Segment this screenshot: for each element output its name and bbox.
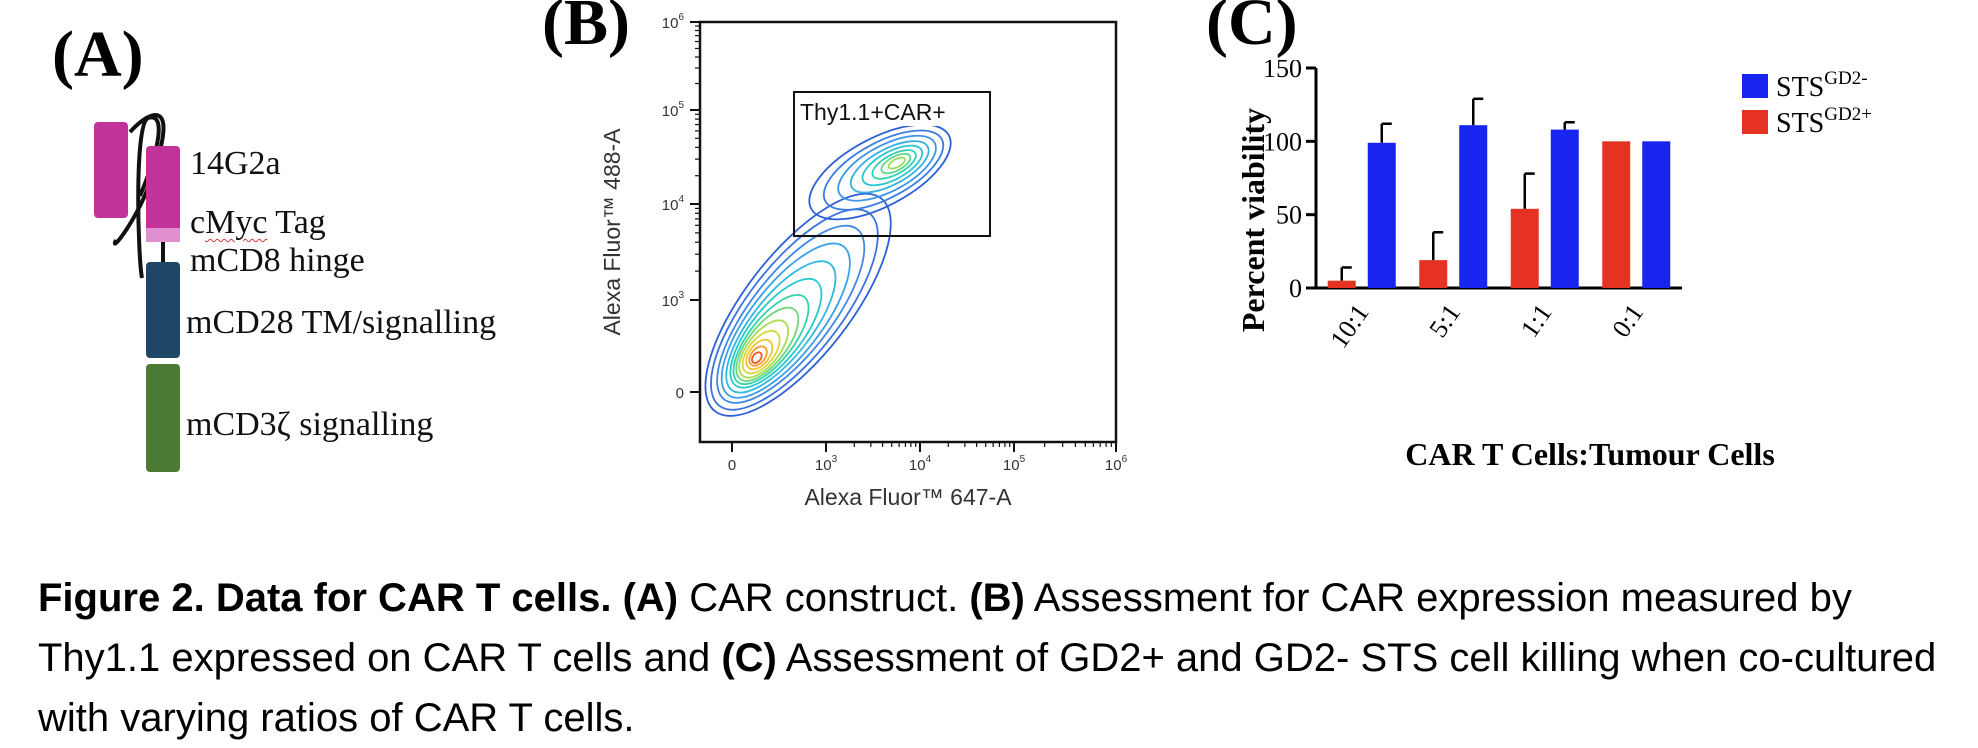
figure-caption: Figure 2. Data for CAR T cells. (A) CAR … [38, 568, 1958, 748]
contour-ring [849, 140, 930, 194]
contour-ring [822, 129, 945, 211]
myc-tag-block [146, 228, 180, 242]
contour-ring [887, 156, 906, 170]
panel-c-letter: (C) [1206, 0, 1298, 59]
panel-b-letter: (B) [542, 0, 630, 59]
tm-block [146, 262, 180, 358]
contour-ring [808, 123, 952, 221]
x-tick-label: 10:1 [1324, 299, 1374, 354]
caption-figure-title: Figure 2. Data for CAR T cells. [38, 576, 612, 620]
cd3-block [146, 364, 180, 472]
x-tick-label: 0 [728, 457, 736, 474]
caption-a-label: (A) [622, 576, 679, 620]
y-tick-label: 0 [1289, 274, 1302, 303]
y-axis-label: Alexa Fluor™ 488-A [599, 128, 625, 336]
y-tick-label: 104 [662, 194, 685, 214]
label-cd3-signalling: mCD3ζ signalling [186, 406, 434, 443]
contour-ring [871, 149, 917, 180]
caption-b-label: (B) [969, 576, 1025, 620]
scfv-vl-block [146, 146, 180, 236]
y-tick-label: 103 [662, 290, 685, 310]
x-tick-label: 105 [1003, 454, 1026, 474]
y-tick-label: 50 [1276, 201, 1302, 230]
label-myc-suffix: Tag [267, 204, 326, 241]
contour-ring [735, 306, 800, 382]
panel-a-letter: (A) [52, 18, 144, 91]
hinge-line [161, 242, 165, 262]
bar-GD2pos-3 [1602, 141, 1631, 288]
bar-GD2pos-0 [1327, 280, 1356, 288]
x-axis-ticks: 0 103 104 105 106 [728, 442, 1128, 474]
gate-label: Thy1.1+CAR+ [800, 99, 946, 125]
label-tm-signalling: mCD28 TM/signalling [186, 304, 497, 341]
contour-ring [716, 224, 866, 404]
car-construct-diagram [94, 113, 180, 472]
y-tick-label: 105 [662, 100, 685, 120]
x-axis-label: CAR T Cells:Tumour Cells [1405, 436, 1775, 472]
caption-c-label: (C) [721, 636, 777, 680]
bar-GD2neg-3 [1642, 141, 1671, 288]
contour-ring [725, 260, 837, 394]
contour-ring [837, 134, 937, 202]
contour-ring [732, 293, 810, 386]
caption-b-text: Assessment for CAR expression measured b… [38, 576, 1852, 680]
gate-label-bg [796, 94, 942, 126]
bar-GD2pos-1 [1419, 260, 1448, 288]
y-axis-label: Percent viability [1235, 108, 1271, 332]
contour-ring [751, 351, 763, 364]
viability-bar-chart: 0 50 100 150 10:1 5:1 1:1 0:1 STSGD2-STSGD2+ Per… [1235, 60, 1872, 472]
label-myc-word: Myc [205, 204, 268, 241]
x-tick-label: 0:1 [1606, 299, 1649, 343]
contour-ring [738, 319, 789, 379]
y-axis-ticks: 0 103 104 105 106 [662, 12, 700, 402]
legend-label: STSGD2- [1776, 68, 1868, 103]
legend-swatch [1742, 110, 1768, 134]
contour-ring [745, 338, 774, 371]
y-tick-label: 0 [676, 385, 684, 402]
legend-label: STSGD2+ [1776, 104, 1872, 139]
plot-frame [698, 20, 1118, 444]
label-myc-prefix: c [190, 204, 206, 241]
bar-GD2neg-1 [1459, 125, 1488, 288]
density-contours [704, 123, 952, 417]
caption-c-text: Assessment of GD2+ and GD2- STS cell kil… [38, 636, 1937, 740]
contour-ring [880, 152, 912, 175]
x-tick-label: 5:1 [1423, 299, 1466, 343]
caption-a-text: CAR construct. [678, 576, 970, 620]
y-tick-label: 106 [662, 12, 685, 32]
bar-GD2neg-2 [1550, 129, 1579, 288]
y-tick-label: 150 [1263, 60, 1302, 83]
x-axis-label: Alexa Fluor™ 647-A [804, 484, 1012, 510]
contour-ring [729, 277, 823, 389]
label-14g2a: 14G2a [190, 145, 281, 182]
contour-ring [748, 345, 768, 367]
scfv-vh-block [94, 122, 128, 218]
x-tick-label: 106 [1105, 454, 1128, 474]
bar-GD2neg-0 [1367, 142, 1396, 288]
label-myc-tag: cMyc Tag [190, 206, 326, 240]
contour-ring [861, 144, 924, 187]
label-hinge: mCD8 hinge [190, 242, 365, 279]
gate-thy11-car [793, 91, 991, 237]
contour-ring [704, 192, 892, 417]
legend-swatch [1742, 74, 1768, 98]
x-tick-label: 103 [815, 454, 838, 474]
x-tick-label: 1:1 [1515, 299, 1558, 343]
y-tick-label: 100 [1263, 127, 1302, 156]
bar-GD2pos-2 [1510, 208, 1539, 288]
contour-ring [720, 242, 851, 399]
x-tick-label: 104 [909, 454, 932, 474]
